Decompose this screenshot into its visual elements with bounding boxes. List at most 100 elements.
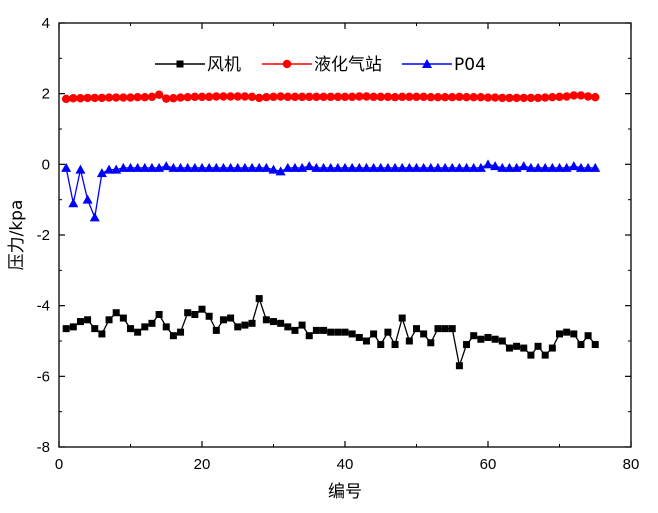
data-point	[96, 168, 107, 178]
data-point	[483, 93, 493, 102]
data-point	[483, 159, 493, 169]
data-point	[398, 314, 406, 322]
data-point	[591, 93, 600, 102]
data-point	[319, 92, 328, 102]
data-point	[556, 330, 563, 338]
data-point	[133, 93, 142, 102]
data-point	[541, 351, 549, 359]
data-point	[148, 319, 156, 327]
y-tick-label: -8	[37, 439, 50, 456]
data-point	[591, 341, 599, 349]
data-point	[526, 93, 536, 103]
data-point	[75, 164, 86, 174]
legend-label: 液化气站	[314, 55, 382, 75]
data-point	[283, 92, 292, 102]
ticks-layer: 0 20 40 60 80 -8 -6 -4 -2 0 2 4	[37, 15, 640, 473]
data-point	[405, 337, 413, 345]
data-point	[355, 333, 363, 341]
data-point	[119, 93, 128, 102]
plot-frame	[58, 22, 632, 448]
data-point	[291, 326, 299, 334]
data-point	[169, 94, 178, 103]
data-point	[590, 162, 601, 172]
data-point	[441, 325, 449, 333]
data-point	[461, 162, 472, 172]
data-point	[512, 93, 521, 103]
data-point	[505, 93, 514, 103]
x-tick-label: 80	[623, 456, 640, 473]
data-point	[498, 337, 506, 345]
series-1	[61, 90, 600, 104]
data-point	[369, 92, 378, 102]
data-point	[419, 92, 428, 102]
data-point	[169, 332, 177, 340]
data-point	[468, 162, 479, 172]
y-tick-label: -4	[37, 298, 50, 315]
data-point	[62, 325, 70, 333]
data-point	[312, 326, 320, 334]
data-point	[533, 162, 544, 172]
data-point	[320, 326, 328, 334]
data-point	[219, 316, 227, 324]
data-point	[255, 295, 263, 303]
data-point	[277, 319, 285, 327]
data-point	[262, 93, 271, 102]
data-point	[454, 162, 465, 172]
data-point	[305, 332, 313, 340]
data-point	[455, 92, 464, 102]
data-point	[455, 362, 463, 370]
data-point	[104, 93, 114, 102]
y-tick-label: 2	[42, 86, 50, 103]
y-tick-label: 4	[42, 15, 50, 32]
data-point	[334, 328, 342, 336]
data-point	[298, 321, 306, 329]
data-point	[382, 162, 393, 172]
data-point	[68, 198, 79, 208]
data-point	[275, 166, 286, 176]
data-point	[76, 94, 85, 103]
data-point	[146, 162, 157, 172]
data-point	[69, 323, 77, 331]
data-point	[397, 162, 408, 172]
data-point	[104, 164, 115, 174]
data-point	[326, 92, 335, 102]
data-point	[391, 341, 399, 349]
data-point	[282, 162, 293, 172]
data-point	[155, 311, 163, 318]
data-point	[577, 341, 585, 349]
data-point	[198, 305, 206, 313]
data-point	[490, 93, 500, 102]
data-point	[405, 92, 414, 102]
data-point	[433, 93, 443, 102]
data-point	[197, 92, 207, 102]
data-point	[548, 93, 557, 102]
data-point	[140, 93, 149, 102]
data-point	[427, 339, 435, 347]
legend-marker	[176, 60, 184, 68]
data-point	[375, 162, 386, 172]
data-point	[147, 92, 157, 102]
plot-layer	[61, 90, 601, 370]
data-point	[418, 162, 429, 172]
data-point	[247, 162, 258, 172]
legend-label: P04	[454, 55, 486, 75]
data-point	[270, 318, 277, 326]
data-point	[304, 161, 315, 171]
data-point	[98, 330, 106, 338]
data-point	[197, 162, 207, 172]
data-point	[90, 93, 99, 103]
y-tick-label: 0	[42, 156, 50, 173]
data-point	[262, 316, 270, 324]
data-point	[413, 325, 420, 333]
data-point	[327, 328, 335, 336]
data-point	[205, 312, 213, 320]
data-point	[447, 162, 458, 172]
data-point	[69, 94, 78, 103]
data-point	[297, 92, 307, 102]
data-point	[525, 162, 536, 172]
data-point	[126, 93, 135, 102]
data-point	[240, 92, 250, 101]
x-tick-label: 40	[337, 456, 354, 473]
data-point	[318, 162, 329, 172]
data-point	[498, 93, 507, 103]
